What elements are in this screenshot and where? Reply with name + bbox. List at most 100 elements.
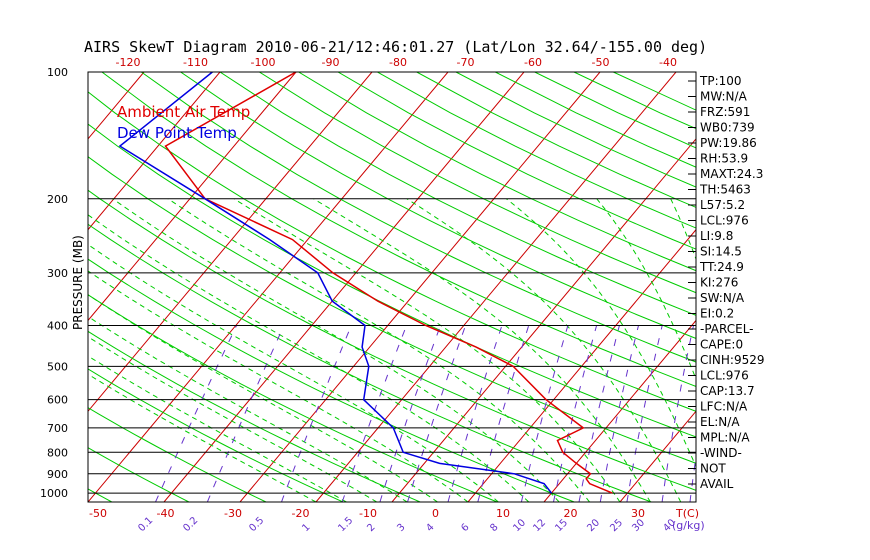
legend-dewpoint: Dew Point Temp xyxy=(117,124,237,142)
top-temp-tick-label: -110 xyxy=(183,56,208,69)
mixing-ratio-label: 8 xyxy=(488,522,500,534)
pressure-tick-label: 400 xyxy=(47,320,68,333)
mixing-unit-label: (g/kg) xyxy=(672,519,705,532)
mixing-ratio-label: 3 xyxy=(395,522,407,534)
mixing-ratio-label: 10 xyxy=(511,517,528,534)
mixing-ratio-label: 6 xyxy=(459,522,471,534)
dry-adiabat-line xyxy=(101,72,696,387)
mixing-ratio-label: 4 xyxy=(424,522,436,534)
dry-adiabat-line xyxy=(377,72,696,229)
mixing-ratio-line xyxy=(599,325,639,502)
dry-adiabat-line xyxy=(88,123,696,438)
side-panel-item: CAPE:0 xyxy=(700,338,743,352)
dry-adiabat-line xyxy=(88,368,344,502)
side-panel-item: MPL:N/A xyxy=(700,431,750,445)
isotherm-line xyxy=(88,72,449,502)
pressure-tick-label: 600 xyxy=(47,394,68,407)
moist-adiabat-line xyxy=(88,270,469,502)
mixing-ratio-line xyxy=(578,325,620,502)
top-temp-tick-label: -80 xyxy=(389,56,407,69)
dry-adiabat-line xyxy=(88,294,498,502)
mixing-ratio-label: 0.1 xyxy=(136,515,155,534)
side-panel-item: TT:24.9 xyxy=(699,260,744,274)
bottom-temp-tick-label: 20 xyxy=(564,507,578,520)
bottom-temp-tick-label: -30 xyxy=(224,507,242,520)
isotherm-line xyxy=(0,72,68,502)
dry-adiabat-line xyxy=(337,72,696,250)
mixing-ratio-line xyxy=(661,325,694,502)
side-panel-item: EI:0.2 xyxy=(700,307,734,321)
pressure-tick-label: 800 xyxy=(47,446,68,459)
dry-adiabat-line xyxy=(88,156,696,464)
side-panel-item: L57:5.2 xyxy=(700,198,745,212)
dry-adiabat-line xyxy=(88,189,696,491)
moist-adiabat-line xyxy=(313,198,651,502)
bottom-temp-tick-label: -20 xyxy=(292,507,310,520)
moist-adiabat-line xyxy=(406,198,682,502)
isotherm-line xyxy=(315,72,677,502)
pressure-tick-label: 300 xyxy=(47,267,68,280)
isotherm-line xyxy=(619,410,696,502)
moist-adiabat-line xyxy=(88,315,408,502)
mixing-ratio-label: 25 xyxy=(608,517,625,534)
dry-adiabat-line xyxy=(455,72,696,188)
pressure-tick-label: 200 xyxy=(47,193,68,206)
side-panel-item: CINH:9529 xyxy=(700,353,765,367)
mixing-ratio-line xyxy=(447,325,503,502)
dry-adiabat-line xyxy=(88,488,113,502)
bottom-unit-label: T(C) xyxy=(675,507,699,520)
top-temp-tick-label: -120 xyxy=(116,56,141,69)
side-panel-item: -PARCEL- xyxy=(700,322,754,336)
side-panel-item: LFC:N/A xyxy=(700,400,748,414)
top-temp-tick-label: -60 xyxy=(524,56,542,69)
pressure-tick-label: 1000 xyxy=(40,487,68,500)
pressure-tick-label: 900 xyxy=(47,468,68,481)
mixing-ratio-label: 20 xyxy=(585,517,602,534)
ambient-temp-line xyxy=(164,72,613,494)
mixing-ratio-line xyxy=(155,325,237,502)
side-panel-item: SI:14.5 xyxy=(700,245,742,259)
side-panel-item: MAXT:24.3 xyxy=(700,167,763,181)
moist-adiabat-line xyxy=(233,198,621,502)
pressure-tick-label: 700 xyxy=(47,422,68,435)
side-panel-item: AVAIL xyxy=(700,477,734,491)
side-panel-item: LCL:976 xyxy=(700,369,749,383)
chart-title: AIRS SkewT Diagram 2010-06-21/12:46:01.2… xyxy=(84,38,707,56)
isotherm-line xyxy=(239,72,601,502)
legend-ambient: Ambient Air Temp xyxy=(117,103,250,121)
moist-adiabat-line xyxy=(88,373,317,502)
moist-adiabat-line xyxy=(112,198,560,502)
mixing-ratio-line xyxy=(713,326,739,503)
mixing-ratio-line xyxy=(626,325,663,502)
moist-adiabat-line xyxy=(506,198,696,468)
pressure-tick-label: 100 xyxy=(47,66,68,79)
mixing-ratio-line xyxy=(477,325,530,502)
grid-lines xyxy=(0,72,870,503)
mixing-ratio-line xyxy=(407,325,466,502)
plot-frame xyxy=(87,71,697,503)
bottom-temp-tick-label: -10 xyxy=(359,507,377,520)
dry-adiabat-line xyxy=(298,72,696,272)
isotherm-line xyxy=(772,72,870,502)
side-panel-item: TP:100 xyxy=(699,74,742,88)
dewpoint-temp-line xyxy=(118,72,553,494)
top-temp-tick-label: -100 xyxy=(251,56,276,69)
moist-adiabat-line xyxy=(88,355,347,502)
side-panel-item: FRZ:591 xyxy=(700,105,750,119)
dry-adiabat-line xyxy=(88,330,421,502)
dry-adiabat-line xyxy=(88,91,696,412)
isotherm-line xyxy=(163,72,525,502)
isotherm-line xyxy=(88,72,373,413)
top-temp-tick-label: -50 xyxy=(592,56,610,69)
side-panel-item: RH:53.9 xyxy=(700,152,748,166)
mixing-ratio-label: 1.5 xyxy=(336,515,355,534)
bottom-temp-tick-label: 10 xyxy=(496,507,510,520)
mixing-ratio-line xyxy=(520,325,569,502)
side-panel-item: NOT xyxy=(700,462,726,476)
isotherm-line xyxy=(88,72,221,231)
top-temp-tick-label: -70 xyxy=(457,56,475,69)
mixing-ratio-label: 2 xyxy=(365,522,377,534)
dry-adiabat-line xyxy=(219,72,696,316)
mixing-ratio-line xyxy=(206,325,285,502)
